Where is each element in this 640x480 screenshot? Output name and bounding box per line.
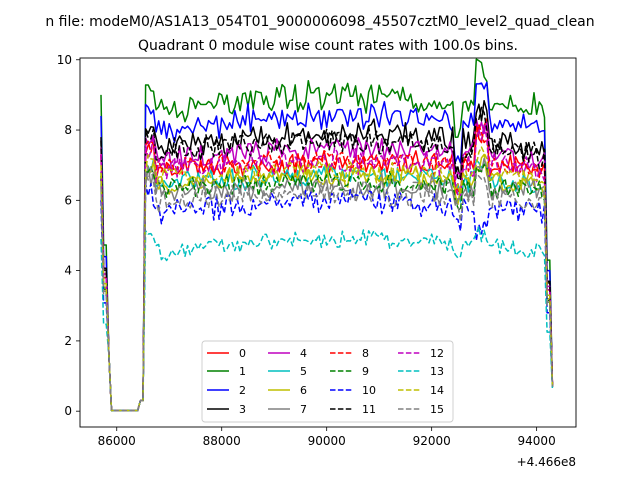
figure-suptitle: n file: modeM0/AS1A13_054T01_9000006098_…	[45, 14, 594, 30]
legend-label-0: 0	[239, 347, 246, 360]
series-line-2	[100, 81, 554, 412]
legend-label-14: 14	[430, 384, 444, 397]
series-line-1	[100, 58, 554, 412]
legend-label-10: 10	[362, 384, 376, 397]
legend-label-3: 3	[239, 403, 246, 416]
y-tick-label: 8	[64, 123, 72, 137]
legend-label-6: 6	[300, 384, 307, 397]
series-line-15	[100, 167, 554, 412]
series-line-9	[100, 163, 554, 412]
series-line-0	[100, 118, 554, 412]
series-line-10	[100, 182, 554, 412]
series-line-13	[100, 226, 554, 412]
y-axis: 0 2 4 6 8 10	[57, 53, 80, 418]
x-tick-label: 90000	[308, 434, 346, 448]
x-tick-label: 86000	[98, 434, 136, 448]
x-offset-label: +4.466e8	[517, 455, 576, 469]
legend-label-5: 5	[300, 365, 307, 378]
series-line-4	[100, 118, 554, 412]
legend-label-1: 1	[239, 365, 246, 378]
x-tick-label: 88000	[203, 434, 241, 448]
y-tick-label: 0	[64, 404, 72, 418]
legend-label-4: 4	[300, 347, 307, 360]
legend-label-9: 9	[362, 365, 369, 378]
x-axis: 86000 88000 90000 92000 94000	[98, 427, 556, 448]
series-group	[100, 58, 554, 412]
y-tick-label: 4	[64, 264, 72, 278]
chart-title: Quadrant 0 module wise count rates with …	[138, 38, 518, 54]
legend-label-7: 7	[300, 403, 307, 416]
legend-label-12: 12	[430, 347, 444, 360]
y-tick-label: 6	[64, 193, 72, 207]
legend-label-2: 2	[239, 384, 246, 397]
y-tick-label: 2	[64, 334, 72, 348]
legend-label-11: 11	[362, 403, 376, 416]
legend-frame	[201, 340, 454, 423]
legend-label-15: 15	[430, 403, 444, 416]
legend-label-8: 8	[362, 347, 369, 360]
series-line-14	[100, 146, 554, 412]
x-tick-label: 92000	[413, 434, 451, 448]
plot-frame	[79, 57, 577, 428]
x-tick-label: 94000	[518, 434, 556, 448]
series-line-11	[100, 106, 554, 412]
series-line-7	[100, 157, 554, 412]
y-tick-label: 10	[57, 53, 72, 67]
legend-label-13: 13	[430, 365, 444, 378]
